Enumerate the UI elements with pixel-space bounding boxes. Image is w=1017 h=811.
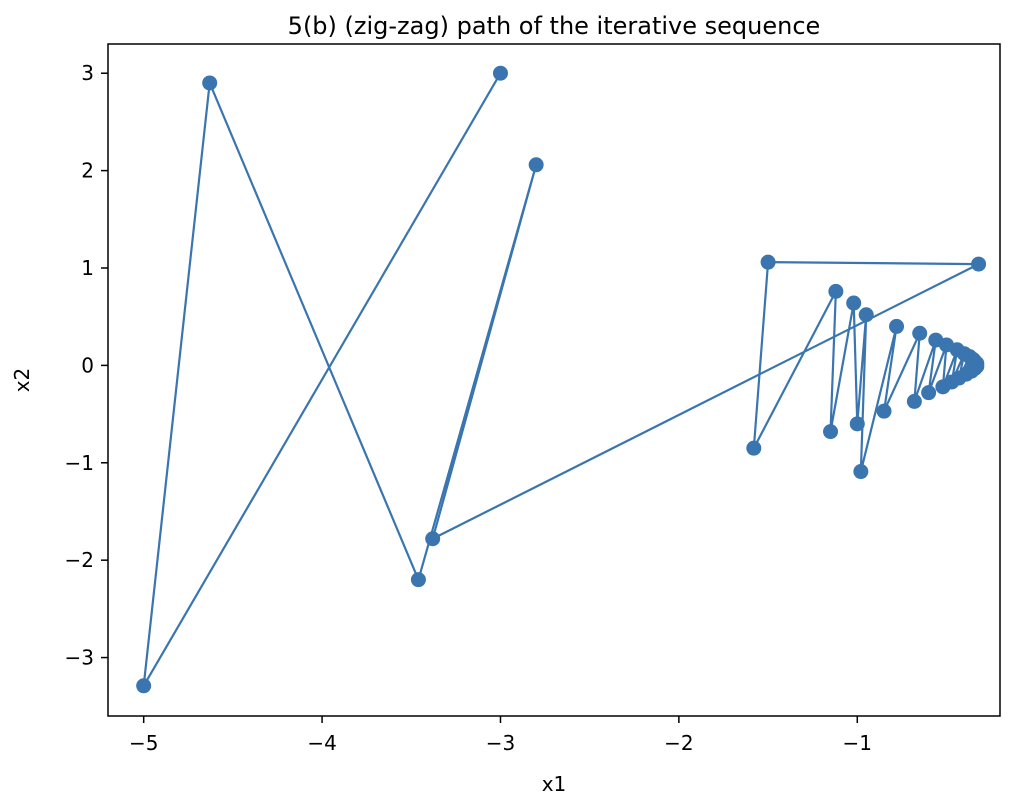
x-tick-label-1: −4	[307, 731, 336, 755]
ticks-layer: −5 −4 −3 −2 −1 −3 −2 −1 0 1 2 3	[65, 61, 873, 755]
plot-frame	[107, 43, 1001, 717]
data-point-2	[202, 75, 218, 91]
data-point-7	[760, 254, 776, 270]
data-point-34	[969, 358, 985, 374]
y-tick-label-4: 1	[81, 256, 94, 280]
x-axis-label: x1	[542, 772, 567, 796]
data-point-5	[425, 531, 441, 547]
data-point-1	[136, 678, 152, 694]
y-tick-label-6: 3	[81, 61, 94, 85]
y-tick-label-1: −2	[65, 548, 94, 572]
data-point-18	[906, 393, 922, 409]
x-tick-label-4: −1	[843, 731, 872, 755]
data-point-11	[846, 295, 862, 311]
y-tick-label-2: −1	[65, 451, 94, 475]
data-point-8	[746, 440, 762, 456]
data-point-3	[410, 572, 426, 588]
data-point-10	[823, 424, 839, 440]
chart-title: 5(b) (zig-zag) path of the iterative seq…	[288, 12, 821, 40]
y-tick-label-0: −3	[65, 646, 94, 670]
data-point-15	[889, 318, 905, 334]
series-line	[142, 72, 980, 687]
x-tick-label-0: −5	[129, 731, 158, 755]
x-tick-label-2: −3	[486, 731, 515, 755]
data-point-12	[849, 416, 865, 432]
data-point-17	[912, 325, 928, 341]
data-point-9	[828, 283, 844, 299]
data-point-16	[876, 403, 892, 419]
data-point-6	[971, 256, 987, 272]
data-point-20	[921, 385, 937, 401]
data-point-0	[492, 65, 508, 81]
plot-layer	[136, 65, 987, 694]
x-tick-label-3: −2	[664, 731, 693, 755]
data-point-14	[853, 464, 869, 480]
y-tick-label-3: 0	[81, 353, 94, 377]
data-point-4	[528, 157, 544, 173]
y-axis-label: x2	[10, 368, 34, 393]
y-tick-label-5: 2	[81, 159, 94, 183]
data-point-13	[858, 307, 874, 323]
